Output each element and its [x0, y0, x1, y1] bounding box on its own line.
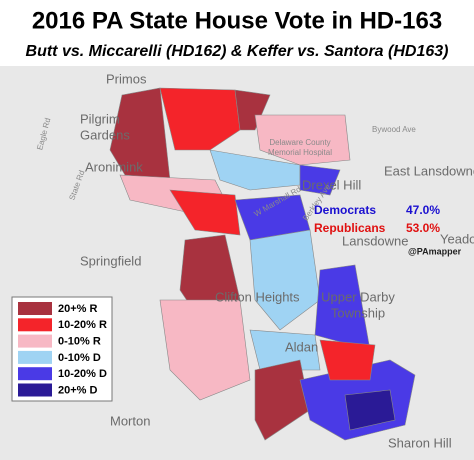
precinct [234, 89, 271, 131]
legend-label: 0-10% D [58, 352, 101, 364]
place-label: Upper Darby [321, 289, 395, 304]
precinct [249, 329, 321, 371]
legend-swatch [18, 302, 52, 315]
legend-label: 10-20% R [58, 319, 107, 331]
legend-swatch [18, 367, 52, 381]
legend-label: 20+% D [58, 384, 97, 396]
place-label: Memorial Hospital [268, 148, 332, 157]
road-label: Bywood Ave [372, 125, 416, 134]
legend-label: 10-20% D [58, 368, 107, 380]
place-label: Township [331, 305, 385, 320]
place-label: Drexel Hill [302, 177, 361, 192]
precincts [109, 87, 416, 441]
legend-label: 0-10% R [58, 336, 101, 348]
precinct [209, 149, 301, 191]
precinct [254, 114, 351, 166]
precinct [319, 339, 376, 381]
title: 2016 PA State House Vote in HD-163 [32, 7, 442, 34]
precinct [249, 229, 321, 331]
place-label: Aronimink [85, 159, 143, 174]
precinct [299, 164, 341, 196]
legend-swatch [18, 350, 52, 364]
legend-swatch [18, 318, 52, 332]
credit: @PAmapper [408, 246, 462, 256]
place-label: Primos [106, 71, 147, 86]
party-name: Democrats [314, 203, 376, 217]
precinct [254, 359, 311, 441]
place-label: Lansdowne [342, 233, 409, 248]
party-share: 53.0% [406, 221, 440, 235]
place-label: East Lansdowne [384, 163, 474, 178]
place-label: Delaware County [269, 138, 330, 147]
place-label: Pilgrim [80, 111, 120, 126]
results: Democrats 47.0% Republicans 53.0% [314, 203, 440, 235]
precinct [159, 299, 251, 401]
place-label: Sharon Hill [388, 435, 452, 450]
precinct [344, 389, 396, 431]
legend: 20+% R 10-20% R 0-10% R 0-10% D 10-20% D 20+%… [18, 302, 107, 397]
place-label: Gardens [80, 127, 130, 142]
precinct [159, 87, 241, 151]
legend-swatch [18, 334, 52, 348]
legend-label: 20+% R [58, 303, 97, 315]
place-label: Aldan [285, 339, 318, 354]
place-label: Yeadon [440, 231, 474, 246]
place-label: Morton [110, 413, 150, 428]
place-label: Clifton Heights [215, 289, 300, 304]
party-name: Republicans [314, 221, 386, 235]
party-share: 47.0% [406, 203, 440, 217]
precinct [169, 189, 241, 236]
legend-swatch [18, 383, 52, 397]
subtitle: Butt vs. Miccarelli (HD162) & Keffer vs.… [26, 43, 449, 60]
place-label: Springfield [80, 253, 141, 268]
